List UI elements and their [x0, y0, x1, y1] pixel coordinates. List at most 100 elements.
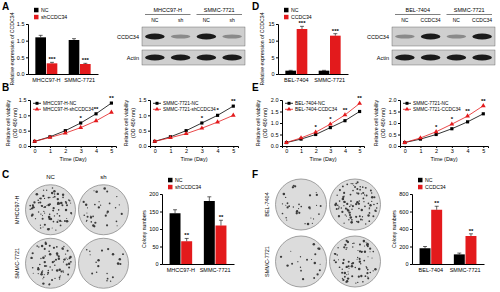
colony	[43, 211, 44, 212]
blot-lane-label: NC	[401, 17, 409, 23]
colony	[62, 249, 63, 250]
legend-label: SMMC-7721-NC	[413, 101, 449, 106]
colony	[66, 220, 69, 223]
colony	[363, 198, 365, 200]
tick-mark	[276, 57, 278, 58]
line-chart: 0.00.51.01.52.0012345******Time (Day)Rel…	[373, 97, 489, 162]
tick-label: 5	[271, 55, 274, 61]
colony	[116, 220, 118, 222]
tick: 1.0	[19, 113, 30, 119]
bar	[454, 254, 465, 264]
series-line	[155, 106, 234, 141]
colony	[109, 203, 111, 205]
blot-row-label: CCDC34	[117, 34, 139, 40]
axis-line	[279, 74, 349, 75]
bar	[215, 226, 226, 265]
colony	[60, 275, 61, 276]
legend-swatch	[418, 178, 423, 183]
colony	[41, 245, 43, 247]
tick-label: 2.0	[389, 97, 397, 103]
axis-line	[28, 101, 31, 147]
tick-label: 2	[64, 148, 67, 154]
colony	[371, 196, 374, 199]
blot-column-rule	[395, 14, 441, 15]
legend-label: SMMC-7721-CCDC34	[413, 107, 461, 112]
significance: *	[201, 115, 204, 121]
panel-label: E	[252, 82, 259, 93]
point	[94, 112, 97, 115]
axis-line	[401, 147, 489, 149]
blot-band	[222, 55, 242, 61]
tick: 1.5	[271, 109, 282, 115]
tick-label: SMMC-7721	[450, 267, 481, 273]
error-cap	[39, 35, 43, 36]
colony	[367, 256, 368, 257]
colony	[365, 275, 367, 277]
tick: 5	[359, 146, 362, 154]
colony	[296, 210, 298, 212]
colony	[359, 250, 361, 252]
colony	[86, 249, 88, 251]
colony	[345, 248, 346, 249]
colony	[361, 209, 363, 211]
significance: **	[109, 95, 114, 101]
colony	[57, 213, 58, 214]
panel-label: B	[2, 82, 9, 93]
colony	[52, 187, 54, 189]
colony	[357, 257, 358, 258]
colony	[308, 206, 310, 208]
colony	[112, 253, 114, 255]
colony	[316, 273, 318, 275]
colony	[31, 214, 33, 216]
tick: 0.0	[139, 143, 150, 149]
colony	[282, 203, 283, 204]
significance: **	[357, 95, 362, 101]
point	[152, 139, 157, 143]
colony	[87, 216, 89, 218]
colony	[364, 245, 365, 246]
colony	[41, 271, 43, 273]
error-bar	[72, 39, 76, 40]
point	[48, 135, 53, 139]
tick-label: 2	[315, 148, 318, 154]
colony	[70, 261, 72, 263]
colony	[44, 274, 45, 275]
colony	[313, 218, 314, 219]
colony-plate	[26, 238, 76, 288]
tick-label: 4	[467, 148, 470, 154]
colony	[93, 190, 94, 191]
blot-column-label: BEL-7404	[406, 7, 430, 13]
legend-label: NC	[291, 7, 299, 13]
y-axis: 0200400600800	[399, 191, 412, 267]
tick-mark	[280, 123, 282, 124]
colony	[366, 243, 369, 246]
colony	[60, 225, 62, 227]
colony	[53, 207, 55, 209]
point	[450, 127, 453, 130]
colony	[298, 203, 300, 205]
blot-row-label: Actin	[127, 55, 139, 61]
colony	[64, 220, 66, 222]
colony	[359, 258, 361, 260]
error-bar	[173, 210, 177, 214]
tick-label: SMMC-7721	[314, 77, 345, 83]
colony	[92, 215, 94, 217]
colony	[309, 194, 311, 196]
colony	[45, 242, 47, 244]
plate	[26, 238, 76, 288]
blot-lane-label: NC	[151, 17, 159, 23]
colony	[357, 250, 358, 251]
blot-lane-label: CCDC34	[421, 17, 441, 23]
colony	[334, 253, 336, 255]
colony	[65, 209, 67, 211]
x-axis: MHCC97-HSMMC-7721	[163, 264, 235, 273]
tick-label: SMMC-7721	[200, 267, 231, 273]
point	[482, 112, 485, 115]
colony	[367, 276, 368, 277]
tick-label: 100	[149, 226, 158, 232]
colony	[94, 204, 96, 206]
legend-label: shCCDC34	[175, 184, 201, 190]
tick: SMMC-7721	[314, 74, 345, 83]
colony	[334, 204, 337, 207]
colony	[313, 277, 315, 279]
